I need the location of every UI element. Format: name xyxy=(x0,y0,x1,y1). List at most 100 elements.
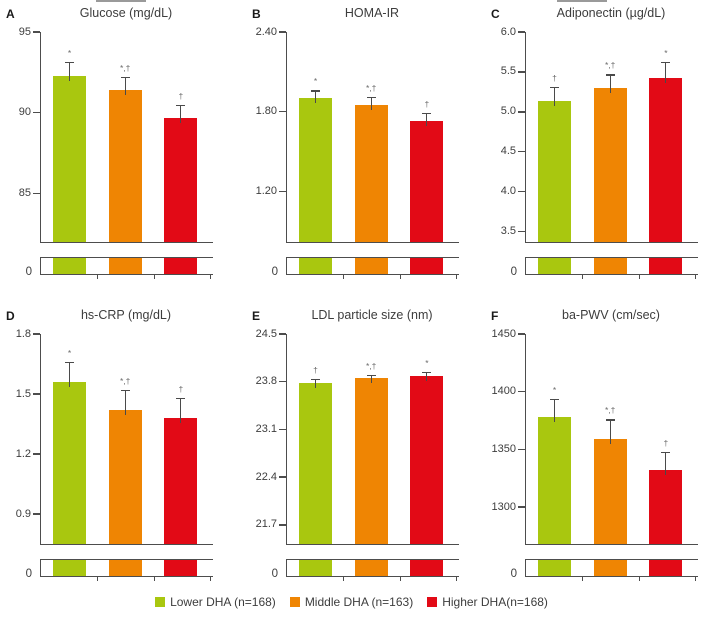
y-tick-label: 1300 xyxy=(491,500,516,513)
y-axis-plot-area: 85 90 95 * *,† † xyxy=(19,26,213,243)
axis-break-panel xyxy=(525,559,698,581)
y-tick-label: 23.8 xyxy=(255,375,277,388)
bar-stub-higher-dha xyxy=(649,258,683,274)
error-bar xyxy=(665,61,667,83)
panel-letter: C xyxy=(491,7,500,21)
y-tick xyxy=(518,190,525,193)
x-tick xyxy=(638,576,640,581)
legend-swatch-higher-icon xyxy=(427,597,438,607)
y-tick-label: 23.1 xyxy=(255,422,277,435)
significance-marker: * xyxy=(313,76,318,87)
bar-middle-dha xyxy=(108,90,142,242)
zero-axis-label: 0 xyxy=(271,568,278,580)
significance-marker: *,† xyxy=(604,60,616,71)
error-bar-cap xyxy=(422,372,432,374)
bar-lower-dha xyxy=(53,75,86,242)
panel-title: Adiponectin (µg/dL) xyxy=(556,6,666,20)
bar-lower-dha xyxy=(538,417,571,544)
axis-break-panel xyxy=(286,257,459,279)
error-bar xyxy=(665,451,667,476)
bar-lower-dha xyxy=(53,382,86,544)
y-tick-label: 6.0 xyxy=(500,25,516,38)
bar-stub-higher-dha xyxy=(649,560,683,576)
y-tick xyxy=(518,506,525,508)
y-axis-plot-area: 1300 1350 1400 1450 * *,† † xyxy=(492,328,698,545)
error-bar-cap xyxy=(605,74,615,76)
legend-item-higher-dha: Higher DHA(n=168) xyxy=(427,595,548,609)
legend-swatch-middle-icon xyxy=(289,597,300,607)
error-bar xyxy=(68,61,71,81)
x-tick xyxy=(399,576,401,581)
legend-item-middle-dha: Middle DHA (n=163) xyxy=(289,595,413,609)
y-tick-label: 5.0 xyxy=(500,105,516,118)
y-tick-label: 5.5 xyxy=(500,65,516,78)
zero-axis-label: 0 xyxy=(25,266,32,278)
error-bar xyxy=(609,74,611,93)
bar-stub-lower-dha xyxy=(538,560,571,576)
bar-middle-dha xyxy=(108,410,142,544)
x-tick xyxy=(695,576,697,581)
x-tick xyxy=(695,274,697,279)
panel-letter: E xyxy=(252,309,261,323)
y-tick-label: 0.9 xyxy=(15,507,31,520)
panel-title: ba-PWV (cm/sec) xyxy=(562,308,660,322)
y-tick-label: 3.5 xyxy=(500,225,516,238)
y-tick-label: 2.40 xyxy=(255,25,277,38)
bar-stub-lower-dha xyxy=(299,560,332,576)
x-tick xyxy=(343,274,345,279)
zero-axis-label: 0 xyxy=(510,266,517,278)
error-bar-cap xyxy=(661,451,671,453)
x-tick xyxy=(153,274,155,279)
error-bar-cap xyxy=(366,374,376,377)
error-bar-cap xyxy=(176,104,186,106)
error-bar-cap xyxy=(120,390,130,392)
zero-axis-label: 0 xyxy=(510,568,517,580)
y-tick-label: 21.7 xyxy=(255,518,277,531)
y-tick-label: 4.5 xyxy=(500,145,516,158)
y-tick xyxy=(518,31,525,33)
y-tick-label: 1.5 xyxy=(15,387,31,400)
chart-panel-b: B HOMA-IR 1.20 1.80 2.40 * *,† † 0 xyxy=(246,2,481,294)
significance-marker: * xyxy=(552,384,557,395)
y-tick xyxy=(279,333,286,335)
bar-higher-dha xyxy=(649,77,683,242)
chart-panel-c: C Adiponectin (µg/dL) 3.5 4.0 4.5 5.0 5.5 6.0 † *… xyxy=(485,2,703,294)
significance-marker: *,† xyxy=(365,83,377,94)
legend-label: Lower DHA (n=168) xyxy=(170,595,276,609)
error-bar-cap xyxy=(550,87,559,89)
y-tick xyxy=(279,476,286,478)
bar-lower-dha xyxy=(299,383,332,544)
y-tick-label: 1450 xyxy=(491,327,516,340)
bar-higher-dha xyxy=(164,117,198,242)
legend-item-lower-dha: Lower DHA (n=168) xyxy=(155,595,276,609)
bar-middle-dha xyxy=(593,87,627,242)
y-tick xyxy=(33,112,40,114)
error-bar-cap xyxy=(422,113,432,115)
y-tick xyxy=(518,111,525,113)
x-tick xyxy=(456,274,458,279)
error-bar-cap xyxy=(605,419,615,421)
y-tick xyxy=(33,333,40,335)
x-tick xyxy=(399,274,401,279)
y-tick-label: 1.8 xyxy=(15,327,31,340)
x-tick xyxy=(210,576,212,581)
significance-marker: *,† xyxy=(365,360,377,371)
y-tick xyxy=(518,448,525,451)
x-tick xyxy=(638,274,640,279)
legend: Lower DHA (n=168) Middle DHA (n=163) Hig… xyxy=(0,595,703,609)
x-tick xyxy=(210,274,212,279)
bar-higher-dha xyxy=(164,418,198,544)
significance-marker: *,† xyxy=(119,376,131,386)
significance-marker: † xyxy=(552,73,557,84)
error-bar-cap xyxy=(65,61,74,64)
bar-stub-middle-dha xyxy=(354,560,388,576)
y-tick xyxy=(518,333,525,335)
error-bar-cap xyxy=(311,90,320,92)
x-tick xyxy=(582,274,584,279)
chart-panel-e: E LDL particle size (nm) 21.7 22.4 23.1 23.8 2… xyxy=(246,304,481,596)
y-tick xyxy=(33,513,40,515)
error-bar xyxy=(180,104,182,123)
y-tick xyxy=(33,393,40,395)
